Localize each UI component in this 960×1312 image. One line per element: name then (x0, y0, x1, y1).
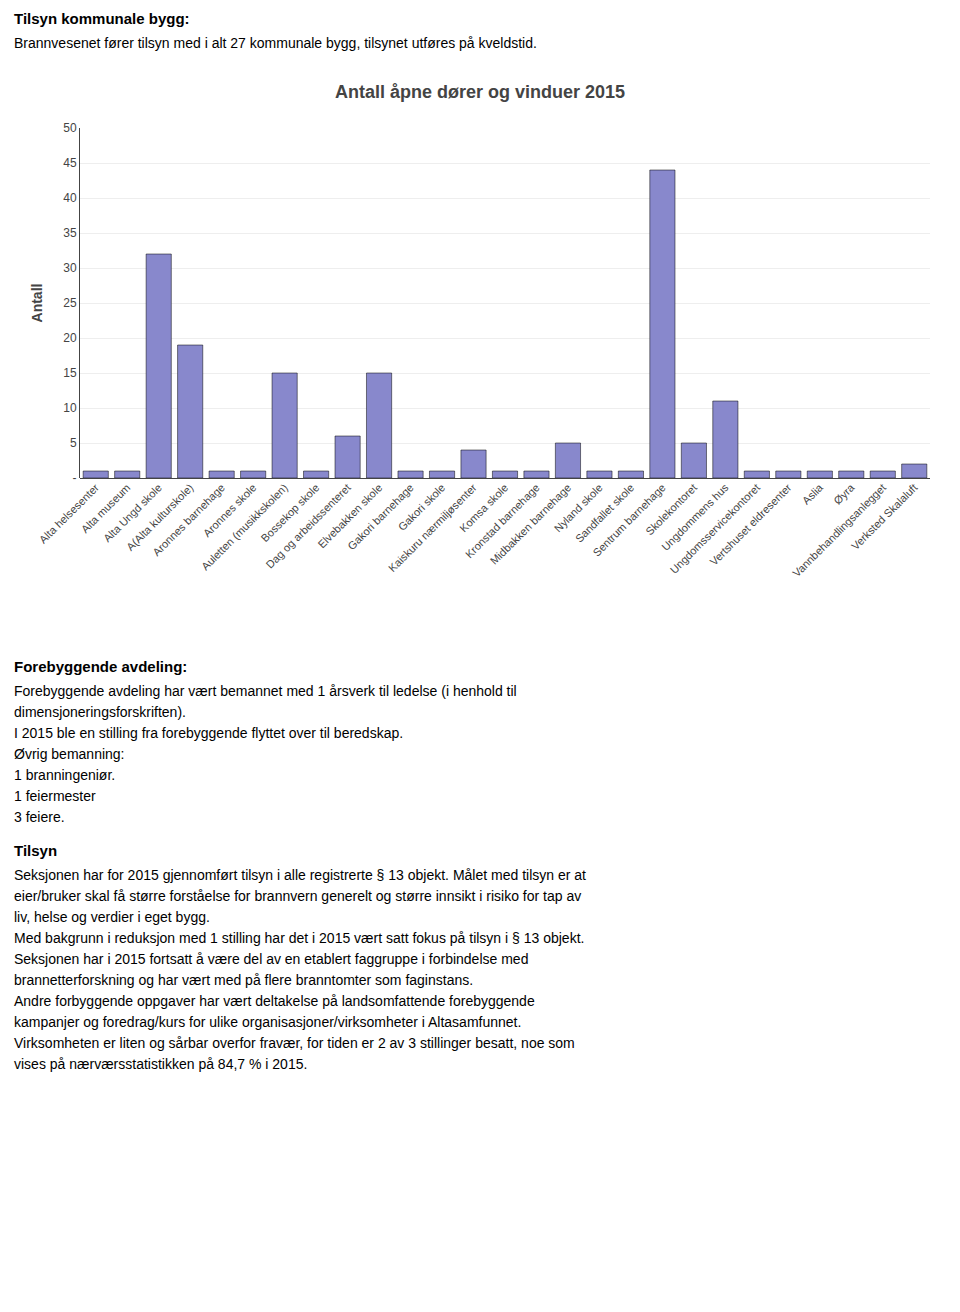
html-text:Forebyggende avdeling har vært: Forebyggende avdeling har vært bemannet … (14, 683, 517, 699)
html-text:Tilsyn: Tilsyn (14, 842, 58, 859)
svg-text:25: 25 (63, 296, 77, 310)
svg-text:Ungdommens hus: Ungdommens hus (659, 481, 731, 553)
svg-text:-: - (73, 471, 77, 485)
html-text:Brannvesenet fører tilsyn med: Brannvesenet fører tilsyn med i alt 27 k… (14, 35, 537, 51)
html-text:brannetterforskning og har vær: brannetterforskning og har vært med på f… (14, 972, 474, 988)
svg-text:Alta museum: Alta museum (79, 481, 133, 535)
svg-text:40: 40 (63, 191, 77, 205)
svg-text:Øyra: Øyra (831, 481, 857, 507)
svg-text:Kronstad barnehage: Kronstad barnehage (463, 481, 542, 560)
svg-text:Ungdomsservicekontoret: Ungdomsservicekontoret (668, 481, 763, 576)
html-text:Seksjonen har i 2015 fortsatt: Seksjonen har i 2015 fortsatt å være del… (14, 951, 529, 967)
svg-text:Bossekop skole: Bossekop skole (258, 481, 321, 544)
svg-text:Gakori skole: Gakori skole (396, 481, 448, 533)
svg-text:Alta Ungd skole: Alta Ungd skole (101, 481, 164, 544)
svg-text:Alta helsesenter: Alta helsesenter (37, 481, 102, 546)
svg-text:Aronnes barnehage: Aronnes barnehage (150, 481, 227, 558)
html-text:Virksomheten er liten og sårba: Virksomheten er liten og sårbar overfor … (14, 1035, 575, 1051)
svg-text:15: 15 (63, 366, 77, 380)
html-text:liv, helse og verdier i eget b: liv, helse og verdier i eget bygg. (14, 909, 210, 925)
html-text:eier/bruker skal få større for: eier/bruker skal få større forståelse fo… (14, 888, 582, 904)
svg-text:Midbakken barnehage: Midbakken barnehage (488, 481, 573, 566)
html-text:Med bakgrunn i reduksjon med 1: Med bakgrunn i reduksjon med 1 stilling … (14, 930, 585, 946)
svg-text:50: 50 (63, 121, 77, 135)
svg-text:Aronnes skole: Aronnes skole (201, 481, 259, 539)
svg-text:Elvebakken skole: Elvebakken skole (315, 481, 384, 550)
html-text:1 branningeniør.: 1 branningeniør. (14, 767, 116, 783)
html-text:kampanjer og foredrag/kurs for: kampanjer og foredrag/kurs for ulike org… (14, 1014, 522, 1030)
svg-text:Verksted Skalaluft: Verksted Skalaluft (849, 481, 920, 552)
svg-text:10: 10 (63, 401, 77, 415)
svg-text:Sandfallet skole: Sandfallet skole (573, 481, 636, 544)
html-text:3 feiere.: 3 feiere. (14, 809, 65, 825)
svg-text:30: 30 (63, 261, 77, 275)
svg-text:Gakori barnehage: Gakori barnehage (345, 481, 416, 552)
svg-text:Vannbehandlingsanlegget: Vannbehandlingsanlegget (790, 481, 888, 579)
svg-text:Sentrum barnehage: Sentrum barnehage (590, 481, 667, 558)
html-text:Forebyggende avdeling:: Forebyggende avdeling: (14, 658, 188, 675)
svg-text:Nyland skole: Nyland skole (552, 481, 605, 534)
svg-text:20: 20 (63, 331, 77, 345)
svg-text:Aslia: Aslia (800, 481, 826, 507)
svg-text:45: 45 (63, 156, 77, 170)
html-text:I 2015 ble en stilling fra for: I 2015 ble en stilling fra forebyggende … (14, 725, 404, 741)
html-text:Tilsyn kommunale bygg:: Tilsyn kommunale bygg: (14, 10, 190, 27)
html-text:1 feiermester: 1 feiermester (14, 788, 96, 804)
svg-text:Auletten (musikkskolen): Auletten (musikkskolen) (199, 481, 290, 572)
svg-text:Vertshuset eldresenter: Vertshuset eldresenter (707, 481, 794, 568)
svg-text:Kaiskuru nærmiljøsenter: Kaiskuru nærmiljøsenter (386, 481, 479, 574)
svg-text:Antall åpne dører og vinduer 2: Antall åpne dører og vinduer 2015 (335, 82, 625, 102)
svg-text:Antall: Antall (29, 284, 45, 323)
svg-text:A(Alta kulturskole): A(Alta kulturskole) (124, 481, 196, 553)
svg-text:Skolekontoret: Skolekontoret (643, 481, 699, 537)
html-text:Seksjonen har for 2015 gjennom: Seksjonen har for 2015 gjennomført tilsy… (14, 867, 586, 883)
html-text:Andre forbyggende oppgaver har: Andre forbyggende oppgaver har vært delt… (14, 993, 535, 1009)
svg-text:5: 5 (70, 436, 77, 450)
html-text:Øvrig bemanning:: Øvrig bemanning: (14, 746, 125, 762)
html-text:vises på nærværsstatistikken p: vises på nærværsstatistikken på 84,7 % i… (14, 1056, 308, 1072)
svg-text:Dag og arbeidssenteret: Dag og arbeidssenteret (264, 481, 353, 570)
svg-text:Komsa skole: Komsa skole (457, 481, 510, 534)
svg-text:35: 35 (63, 226, 77, 240)
html-text:dimensjoneringsforskriften).: dimensjoneringsforskriften). (14, 704, 186, 720)
